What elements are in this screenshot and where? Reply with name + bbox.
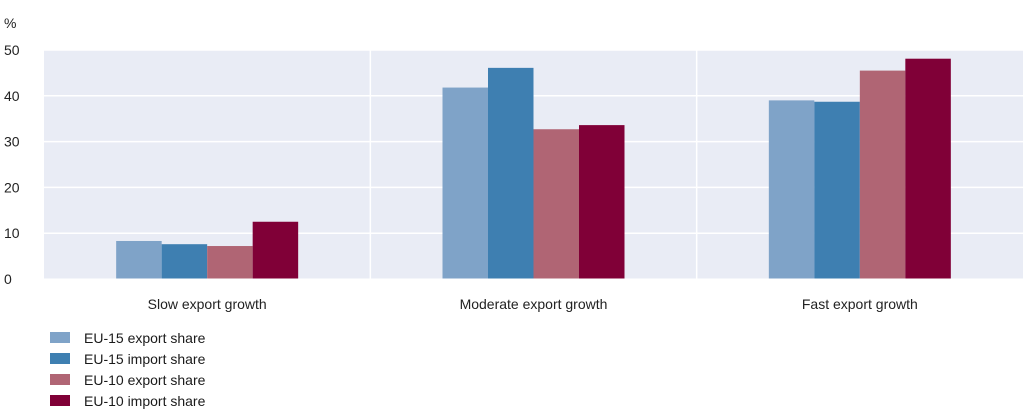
legend-item: EU-10 export share [50, 369, 205, 390]
bar [533, 129, 579, 279]
y-tick-label: 20 [4, 179, 20, 195]
y-tick-label: 10 [4, 225, 20, 241]
bar [488, 67, 534, 279]
bar [207, 246, 253, 279]
legend-swatch [50, 374, 70, 385]
y-tick-label: 0 [4, 271, 12, 287]
x-category-label: Moderate export growth [460, 296, 608, 312]
bar [768, 100, 815, 279]
legend-item: EU-15 export share [50, 327, 205, 348]
legend-swatch [50, 353, 70, 364]
y-tick-label: 30 [4, 134, 20, 150]
bar [116, 240, 162, 279]
bar [905, 58, 951, 280]
x-category-label: Slow export growth [148, 296, 267, 312]
legend-label: EU-10 export share [84, 371, 206, 388]
bar [252, 221, 299, 279]
legend-label: EU-10 import share [84, 392, 206, 409]
legend-swatch [50, 332, 70, 343]
y-tick-label: 40 [4, 88, 20, 104]
bar [161, 244, 208, 279]
legend-item: EU-15 import share [50, 348, 205, 369]
y-tick-label: 50 [4, 42, 20, 58]
legend-item: EU-10 import share [50, 390, 205, 411]
bar [442, 87, 488, 279]
x-category-label: Fast export growth [802, 296, 918, 312]
bar [859, 70, 906, 279]
bar [579, 125, 625, 279]
bar [814, 101, 860, 279]
bar-chart: 0 10 20 30 40 50% Slow export growth Moderate e… [4, 15, 1023, 312]
y-unit-label: % [4, 15, 16, 31]
chart-legend: EU-15 export share EU-15 import share EU-1… [50, 327, 205, 411]
legend-label: EU-15 export share [84, 329, 206, 346]
legend-label: EU-15 import share [84, 350, 206, 367]
legend-swatch [50, 395, 70, 406]
